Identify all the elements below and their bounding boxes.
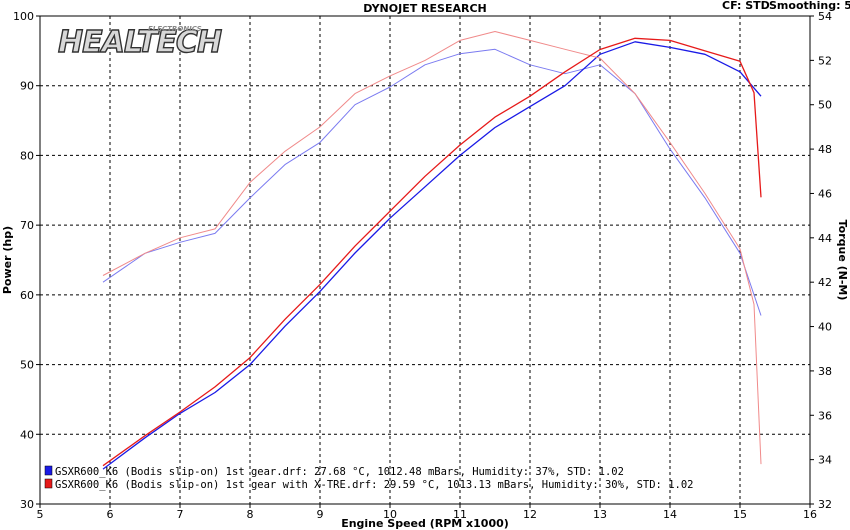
y-right-tick-label: 46 <box>818 187 832 200</box>
x-tick-label: 5 <box>37 508 44 521</box>
x-tick-label: 14 <box>663 508 677 521</box>
power-line-blue <box>102 41 762 470</box>
legend-swatch-blue <box>44 465 53 476</box>
y-right-tick-label: 34 <box>818 454 832 467</box>
x-tick-label: 11 <box>453 508 467 521</box>
y-left-tick-label: 100 <box>13 10 34 23</box>
legend-swatch-red <box>44 478 53 489</box>
y-axis-left-label: Power (hp) <box>1 226 14 294</box>
x-axis-label: Engine Speed (RPM x1000) <box>341 517 509 530</box>
y-axis-right-label: Torque (N-M) <box>836 220 849 301</box>
y-right-tick-label: 48 <box>818 143 832 156</box>
chart-title: DYNOJET RESEARCH <box>363 2 486 15</box>
x-tick-label: 7 <box>177 508 184 521</box>
plot-area <box>39 15 811 505</box>
power-line-red <box>102 37 762 467</box>
legend: GSXR600_K6 (Bodis slip-on) 1st gear.drf:… <box>44 465 693 491</box>
y-right-tick-label: 40 <box>818 321 832 334</box>
y-left-tick-label: 80 <box>20 149 34 162</box>
y-right-tick-label: 38 <box>818 365 832 378</box>
series-layer <box>102 31 762 470</box>
x-tick-label: 6 <box>107 508 114 521</box>
x-tick-label: 10 <box>383 508 397 521</box>
y-left-tick-label: 30 <box>20 498 34 511</box>
y-left-tick-label: 70 <box>20 219 34 232</box>
y-right-tick-label: 52 <box>818 54 832 67</box>
x-tick-label: 15 <box>733 508 747 521</box>
y-left-tick-label: 40 <box>20 428 34 441</box>
healtech-logo: HEALTECH ELECTRONICS <box>57 24 223 60</box>
legend-entry-blue: GSXR600_K6 (Bodis slip-on) 1st gear.drf:… <box>55 466 624 478</box>
y-left-tick-label: 90 <box>20 80 34 93</box>
legend-entry-red: GSXR600_K6 (Bodis slip-on) 1st gear with… <box>55 479 693 491</box>
x-tick-label: 9 <box>317 508 324 521</box>
y-right-tick-label: 50 <box>818 99 832 112</box>
torque-line-blue <box>102 48 762 316</box>
y-left-tick-label: 60 <box>20 289 34 302</box>
x-tick-label: 12 <box>523 508 537 521</box>
x-tick-label: 16 <box>803 508 817 521</box>
grid <box>40 16 810 504</box>
y-left-tick-label: 50 <box>20 359 34 372</box>
x-tick-label: 13 <box>593 508 607 521</box>
smoothing-label: Smoothing: 5 <box>769 0 850 12</box>
y-right-tick-label: 32 <box>818 498 832 511</box>
axis-ticks: 5 6 7 8 9 10 11 12 13 14 15 16 30 40 50 60 70 80 90 100 32 34… <box>13 10 832 521</box>
x-tick-label: 8 <box>247 508 254 521</box>
y-right-tick-label: 44 <box>818 232 832 245</box>
logo-text: HEALTECH <box>58 25 222 60</box>
y-right-tick-label: 54 <box>818 10 832 23</box>
y-right-tick-label: 42 <box>818 276 832 289</box>
cf-label: CF: STD <box>722 0 770 12</box>
logo-subtext: ELECTRONICS <box>148 25 202 33</box>
torque-line-red <box>102 31 762 465</box>
y-right-tick-label: 36 <box>818 409 832 422</box>
